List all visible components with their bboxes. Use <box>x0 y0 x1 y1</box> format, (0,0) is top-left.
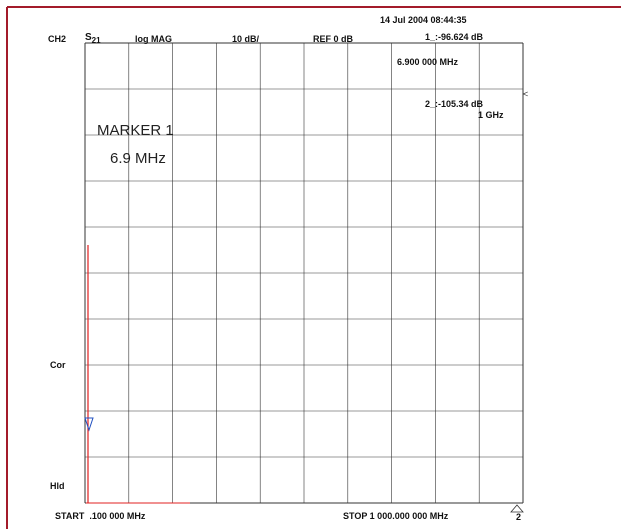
channel-triangle <box>510 504 524 513</box>
datetime: 14 Jul 2004 08:44:35 <box>380 15 467 25</box>
marker-value: 6.9 MHz <box>110 150 166 167</box>
marker2-freq: 1 GHz <box>478 110 504 120</box>
ref-arrow: < <box>523 89 528 99</box>
marker1-readout: 1_:-96.624 dB <box>425 32 484 42</box>
marker2-readout: 2_:-105.34 dB <box>425 99 484 109</box>
graticule <box>84 42 524 504</box>
marker1-freq: 6.900 000 MHz <box>397 57 459 67</box>
marker-title: MARKER 1 <box>97 122 174 139</box>
hold: Hld <box>50 481 65 491</box>
stop-freq: STOP 1 000.000 000 MHz <box>343 511 449 521</box>
correction: Cor <box>50 360 66 370</box>
param-symbol: S <box>85 32 92 43</box>
param-sub: 21 <box>91 36 101 45</box>
format: log MAG <box>135 34 172 44</box>
channel: CH2 <box>48 34 67 44</box>
reference: REF 0 dB <box>313 34 354 44</box>
start-freq: START .100 000 MHz <box>55 511 146 521</box>
marker-triangle <box>84 417 94 432</box>
scale: 10 dB/ <box>232 34 260 44</box>
channel-index: 2 <box>516 512 522 522</box>
parameter: S21 <box>85 32 101 45</box>
